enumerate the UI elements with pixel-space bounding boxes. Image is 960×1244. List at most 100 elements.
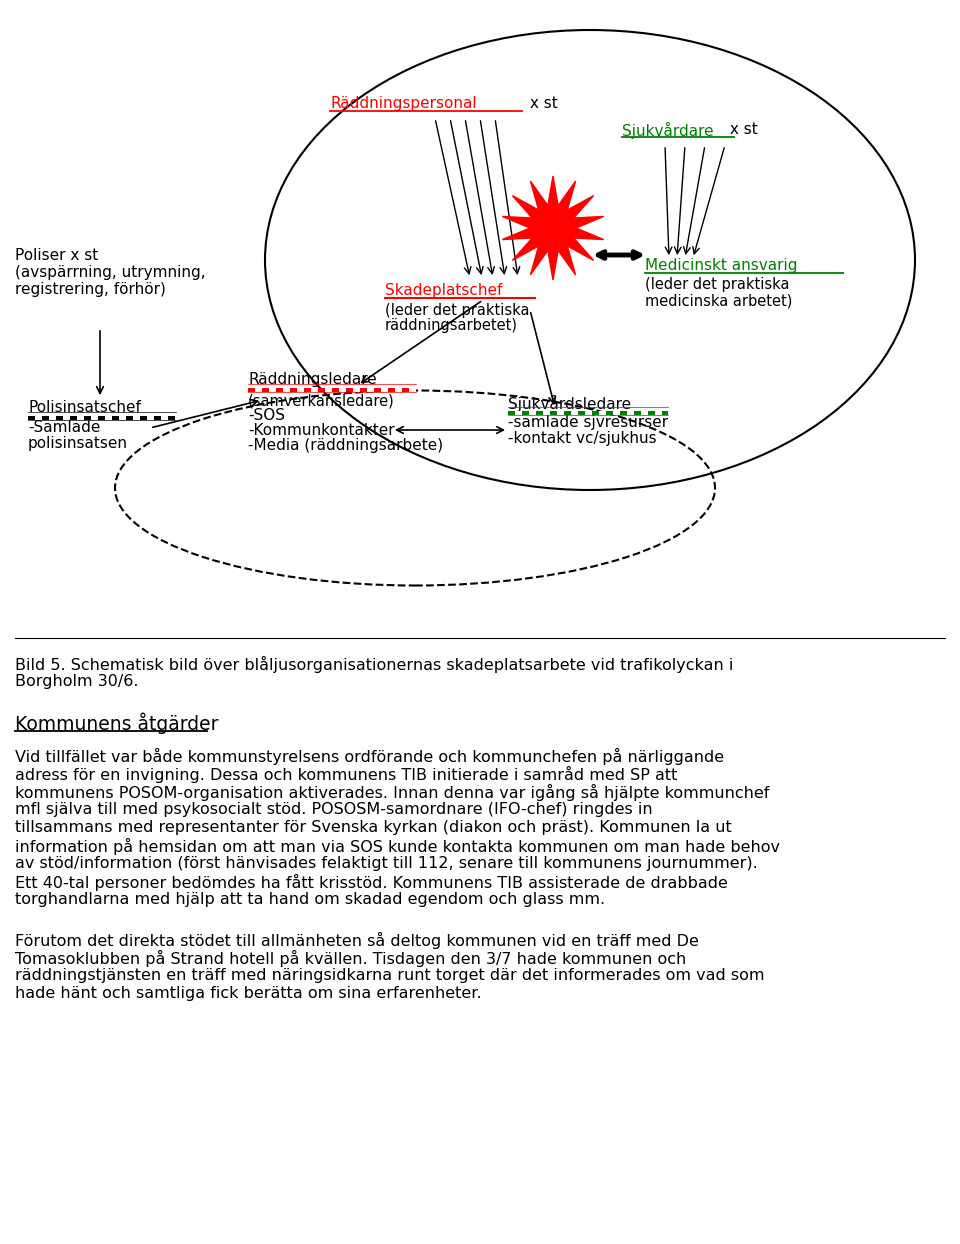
Text: Räddningsledare: Räddningsledare <box>248 372 376 387</box>
Text: -samlade sjvresurser: -samlade sjvresurser <box>508 415 668 430</box>
Bar <box>147 415 154 420</box>
Text: Bild 5. Schematisk bild över blåljusorganisationernas skadeplatsarbete vid trafi: Bild 5. Schematisk bild över blåljusorga… <box>15 656 733 673</box>
Text: Vid tillfället var både kommunstyrelsens ordförande och kommunchefen på närligga: Vid tillfället var både kommunstyrelsens… <box>15 748 724 765</box>
Bar <box>304 388 311 392</box>
Bar <box>56 415 63 420</box>
Bar <box>550 411 557 415</box>
Text: Förutom det direkta stödet till allmänheten så deltog kommunen vid en träff med : Förutom det direkta stödet till allmänhe… <box>15 932 699 949</box>
Bar <box>402 388 409 392</box>
Text: Polisinsatschef: Polisinsatschef <box>28 401 141 415</box>
Bar <box>248 388 255 392</box>
Bar <box>585 411 592 415</box>
Bar <box>578 411 585 415</box>
Bar <box>388 388 395 392</box>
Text: -SOS: -SOS <box>248 408 285 423</box>
Bar <box>91 415 98 420</box>
Bar <box>283 388 290 392</box>
Bar <box>655 411 662 415</box>
Bar <box>571 411 578 415</box>
Text: Tomasoklubben på Strand hotell på kvällen. Tisdagen den 3/7 hade kommunen och: Tomasoklubben på Strand hotell på kvälle… <box>15 950 686 967</box>
Bar <box>112 415 119 420</box>
Text: Sjukvårdsledare: Sjukvårdsledare <box>508 396 631 412</box>
Bar <box>543 411 550 415</box>
Bar <box>168 415 175 420</box>
Text: Sjukvårdare: Sjukvårdare <box>622 122 713 139</box>
Bar <box>564 411 571 415</box>
Text: medicinska arbetet): medicinska arbetet) <box>645 294 792 309</box>
Bar <box>325 388 332 392</box>
Bar <box>409 388 416 392</box>
Text: Medicinskt ansvarig: Medicinskt ansvarig <box>645 258 798 272</box>
Bar <box>49 415 56 420</box>
Text: (avspärrning, utrymning,: (avspärrning, utrymning, <box>15 265 205 280</box>
Text: hade hänt och samtliga fick berätta om sina erfarenheter.: hade hänt och samtliga fick berätta om s… <box>15 986 482 1001</box>
Text: x st: x st <box>525 96 558 111</box>
Bar <box>662 411 668 415</box>
Text: adress för en invigning. Dessa och kommunens TIB initierade i samråd med SP att: adress för en invigning. Dessa och kommu… <box>15 766 678 782</box>
Bar <box>161 415 168 420</box>
Text: av stöd/information (först hänvisades felaktigt till 112, senare till kommunens : av stöd/information (först hänvisades fe… <box>15 856 757 871</box>
Bar <box>70 415 77 420</box>
Bar <box>627 411 634 415</box>
Bar <box>508 411 515 415</box>
Bar <box>84 415 91 420</box>
Bar <box>318 388 325 392</box>
Bar <box>98 415 105 420</box>
Polygon shape <box>502 175 604 280</box>
Bar <box>634 411 641 415</box>
Bar <box>276 388 283 392</box>
Text: -Media (räddningsarbete): -Media (räddningsarbete) <box>248 438 444 453</box>
Text: registrering, förhör): registrering, förhör) <box>15 282 166 297</box>
Text: Räddningspersonal: Räddningspersonal <box>330 96 476 111</box>
Bar <box>105 415 112 420</box>
Text: information på hemsidan om att man via SOS kunde kontakta kommunen om man hade b: information på hemsidan om att man via S… <box>15 838 780 855</box>
Bar <box>262 388 269 392</box>
Bar <box>119 415 126 420</box>
Text: räddningsarbetet): räddningsarbetet) <box>385 318 518 333</box>
Bar <box>339 388 346 392</box>
Text: mfl själva till med psykosocialt stöd. POSOSM-samordnare (IFO-chef) ringdes in: mfl själva till med psykosocialt stöd. P… <box>15 802 653 817</box>
Bar <box>648 411 655 415</box>
Bar <box>522 411 529 415</box>
Bar <box>353 388 360 392</box>
Bar <box>28 415 35 420</box>
Bar <box>42 415 49 420</box>
Bar <box>255 388 262 392</box>
Bar <box>374 388 381 392</box>
Bar <box>592 411 599 415</box>
Text: Kommunens åtgärder: Kommunens åtgärder <box>15 712 219 734</box>
Bar <box>367 388 374 392</box>
Bar <box>290 388 297 392</box>
Bar <box>360 388 367 392</box>
Text: räddningstjänsten en träff med näringsidkarna runt torget där det informerades o: räddningstjänsten en träff med näringsid… <box>15 968 764 983</box>
Bar <box>269 388 276 392</box>
Bar <box>515 411 522 415</box>
Text: Skadeplatschef: Skadeplatschef <box>385 282 502 299</box>
Bar <box>140 415 147 420</box>
Bar <box>332 388 339 392</box>
Text: -kontakt vc/sjukhus: -kontakt vc/sjukhus <box>508 430 657 447</box>
Text: (leder det praktiska: (leder det praktiska <box>385 304 530 318</box>
Bar <box>311 388 318 392</box>
Bar <box>63 415 70 420</box>
Text: polisinsatsen: polisinsatsen <box>28 435 128 452</box>
Bar <box>536 411 543 415</box>
Bar <box>126 415 133 420</box>
Text: Ett 40-tal personer bedömdes ha fått krisstöd. Kommunens TIB assisterade de drab: Ett 40-tal personer bedömdes ha fått kri… <box>15 875 728 891</box>
Bar <box>606 411 613 415</box>
Bar <box>35 415 42 420</box>
Bar <box>381 388 388 392</box>
Text: -Kommunkontakter: -Kommunkontakter <box>248 423 395 438</box>
Bar <box>77 415 84 420</box>
Text: Borgholm 30/6.: Borgholm 30/6. <box>15 674 138 689</box>
Bar <box>529 411 536 415</box>
Bar <box>297 388 304 392</box>
Text: (samverkansledare): (samverkansledare) <box>248 393 395 408</box>
Bar <box>599 411 606 415</box>
Text: x st: x st <box>725 122 757 137</box>
Bar <box>154 415 161 420</box>
Text: -Samlade: -Samlade <box>28 420 101 435</box>
Text: tillsammans med representanter för Svenska kyrkan (diakon och präst). Kommunen l: tillsammans med representanter för Svens… <box>15 820 732 835</box>
Bar <box>557 411 564 415</box>
Text: kommunens POSOM-organisation aktiverades. Innan denna var igång så hjälpte kommu: kommunens POSOM-organisation aktiverades… <box>15 784 769 801</box>
